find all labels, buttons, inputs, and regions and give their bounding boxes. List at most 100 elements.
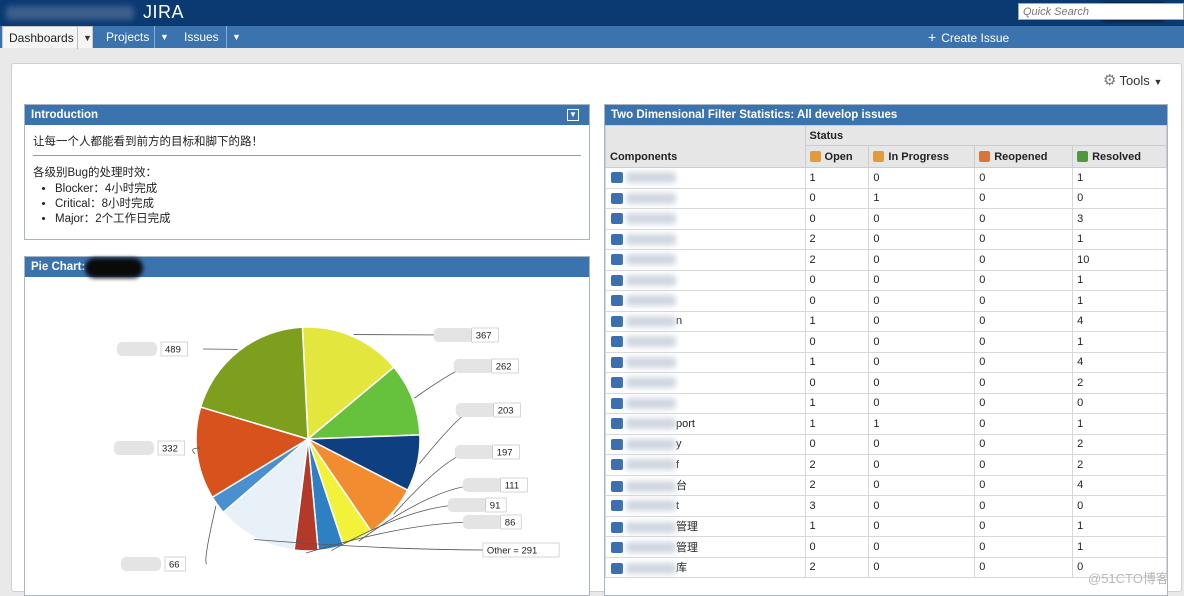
count-cell[interactable]: 0 — [869, 168, 975, 189]
status-column-in-progress[interactable]: In Progress — [869, 146, 975, 168]
count-cell[interactable]: 0 — [975, 352, 1073, 373]
component-cell[interactable] — [606, 393, 806, 414]
count-cell[interactable]: 0 — [805, 373, 869, 394]
count-cell[interactable]: 1 — [805, 311, 869, 332]
component-cell[interactable]: f — [606, 455, 806, 476]
count-cell[interactable]: 1 — [1073, 291, 1167, 312]
component-name[interactable]: 台 — [676, 480, 687, 492]
nav-issues-tab[interactable]: Issues ▼ — [178, 26, 238, 48]
component-name[interactable]: 管理 — [676, 521, 698, 533]
count-cell[interactable]: 0 — [869, 393, 975, 414]
nav-dashboards-tab[interactable]: Dashboards ▼ — [2, 26, 93, 48]
count-cell[interactable]: 0 — [869, 332, 975, 353]
count-cell[interactable]: 0 — [975, 332, 1073, 353]
count-cell[interactable]: 0 — [975, 557, 1073, 578]
nav-issues-label[interactable]: Issues — [184, 30, 219, 44]
tools-menu-button[interactable]: ⚙Tools ▼ — [1103, 71, 1162, 89]
count-cell[interactable]: 0 — [869, 209, 975, 230]
issues-dropdown-icon[interactable]: ▼ — [226, 26, 241, 48]
count-cell[interactable]: 0 — [975, 270, 1073, 291]
component-name[interactable]: y — [676, 438, 682, 450]
count-cell[interactable]: 2 — [805, 229, 869, 250]
nav-projects-label[interactable]: Projects — [106, 30, 149, 44]
component-cell[interactable] — [606, 270, 806, 291]
gadget-menu-icon[interactable]: ▼ — [567, 109, 579, 121]
count-cell[interactable]: 2 — [805, 250, 869, 271]
status-column-reopened[interactable]: Reopened — [975, 146, 1073, 168]
component-cell[interactable] — [606, 291, 806, 312]
count-cell[interactable]: 0 — [975, 188, 1073, 209]
projects-dropdown-icon[interactable]: ▼ — [154, 26, 169, 48]
count-cell[interactable]: 1 — [1073, 332, 1167, 353]
component-cell[interactable] — [606, 250, 806, 271]
count-cell[interactable]: 0 — [869, 311, 975, 332]
component-name[interactable]: f — [676, 459, 679, 471]
count-cell[interactable]: 0 — [975, 516, 1073, 537]
count-cell[interactable]: 1 — [805, 516, 869, 537]
component-name[interactable]: n — [676, 315, 682, 327]
count-cell[interactable]: 2 — [1073, 455, 1167, 476]
count-cell[interactable]: 1 — [1073, 168, 1167, 189]
component-cell[interactable] — [606, 229, 806, 250]
component-cell[interactable] — [606, 332, 806, 353]
component-name[interactable]: 管理 — [676, 542, 698, 554]
count-cell[interactable]: 2 — [805, 475, 869, 496]
count-cell[interactable]: 0 — [805, 291, 869, 312]
count-cell[interactable]: 0 — [869, 496, 975, 517]
count-cell[interactable]: 1 — [805, 414, 869, 435]
nav-dashboards-label[interactable]: Dashboards — [9, 31, 74, 45]
status-column-open[interactable]: Open — [805, 146, 869, 168]
status-column-resolved[interactable]: Resolved — [1073, 146, 1167, 168]
count-cell[interactable]: 0 — [869, 557, 975, 578]
count-cell[interactable]: 0 — [869, 434, 975, 455]
count-cell[interactable]: 0 — [975, 393, 1073, 414]
count-cell[interactable]: 0 — [869, 250, 975, 271]
count-cell[interactable]: 0 — [869, 516, 975, 537]
count-cell[interactable]: 0 — [1073, 393, 1167, 414]
count-cell[interactable]: 0 — [975, 475, 1073, 496]
component-cell[interactable] — [606, 352, 806, 373]
component-cell[interactable] — [606, 168, 806, 189]
count-cell[interactable]: 0 — [805, 434, 869, 455]
count-cell[interactable]: 0 — [1073, 496, 1167, 517]
count-cell[interactable]: 1 — [805, 352, 869, 373]
component-cell[interactable]: 库 — [606, 557, 806, 578]
component-name[interactable]: 库 — [676, 562, 687, 574]
count-cell[interactable]: 0 — [869, 352, 975, 373]
app-title[interactable]: JIRA — [143, 2, 184, 23]
count-cell[interactable]: 2 — [805, 557, 869, 578]
count-cell[interactable]: 0 — [805, 332, 869, 353]
count-cell[interactable]: 1 — [1073, 414, 1167, 435]
count-cell[interactable]: 0 — [869, 475, 975, 496]
component-cell[interactable]: 管理 — [606, 516, 806, 537]
count-cell[interactable]: 0 — [869, 270, 975, 291]
count-cell[interactable]: 0 — [975, 414, 1073, 435]
logo-blurred[interactable] — [6, 6, 134, 20]
component-cell[interactable]: 台 — [606, 475, 806, 496]
component-cell[interactable]: port — [606, 414, 806, 435]
component-cell[interactable] — [606, 209, 806, 230]
count-cell[interactable]: 0 — [975, 168, 1073, 189]
count-cell[interactable]: 1 — [1073, 270, 1167, 291]
count-cell[interactable]: 4 — [1073, 475, 1167, 496]
count-cell[interactable]: 0 — [805, 188, 869, 209]
count-cell[interactable]: 0 — [869, 455, 975, 476]
component-name[interactable]: port — [676, 418, 695, 430]
count-cell[interactable]: 0 — [975, 311, 1073, 332]
count-cell[interactable]: 3 — [805, 496, 869, 517]
count-cell[interactable]: 0 — [975, 373, 1073, 394]
create-issue-button[interactable]: +Create Issue — [928, 26, 1009, 48]
count-cell[interactable]: 0 — [869, 537, 975, 558]
count-cell[interactable]: 1 — [805, 168, 869, 189]
component-cell[interactable]: n — [606, 311, 806, 332]
count-cell[interactable]: 0 — [975, 434, 1073, 455]
count-cell[interactable]: 0 — [869, 373, 975, 394]
count-cell[interactable]: 4 — [1073, 311, 1167, 332]
count-cell[interactable]: 1 — [869, 414, 975, 435]
count-cell[interactable]: 1 — [805, 393, 869, 414]
count-cell[interactable]: 4 — [1073, 352, 1167, 373]
count-cell[interactable]: 1 — [1073, 516, 1167, 537]
count-cell[interactable]: 0 — [975, 250, 1073, 271]
count-cell[interactable]: 0 — [975, 455, 1073, 476]
count-cell[interactable]: 2 — [805, 455, 869, 476]
